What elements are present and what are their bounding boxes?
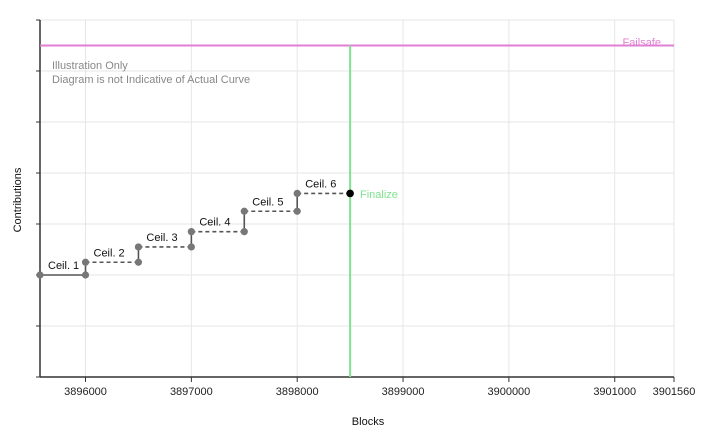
series-point-1 — [81, 271, 90, 279]
ceil-label-5: Ceil. 5 — [252, 196, 283, 208]
axes — [39, 20, 674, 378]
failsafe-label: Failsafe — [622, 37, 661, 49]
series-point-0 — [36, 271, 44, 279]
ticks: 3896000 3897000 3898000 3899000 3900000 39010… — [36, 19, 696, 398]
ceil-label-3: Ceil. 3 — [146, 232, 177, 244]
series-point-8 — [240, 207, 248, 215]
labels: Ceil. 1 Ceil. 2 Ceil. 3 Ceil. 4 Ceil. 5 Ceil.… — [48, 178, 336, 272]
series-point-4 — [134, 243, 143, 251]
annotation-line-2: Diagram is not Indicative of Actual Curv… — [52, 74, 250, 86]
grid — [40, 19, 675, 377]
ceil-label-2: Ceil. 2 — [94, 247, 125, 259]
finalize-point — [346, 189, 354, 198]
series-point-9 — [293, 207, 301, 215]
series-point-7 — [240, 228, 248, 236]
ceil-label-1: Ceil. 1 — [48, 260, 79, 272]
series-point-3 — [134, 258, 143, 266]
series — [36, 189, 354, 279]
x-tick-label-5: 3901000 — [593, 386, 636, 398]
series-point-6 — [187, 228, 195, 236]
finalize-label: Finalize — [360, 189, 398, 201]
x-tick-label-6: 3901560 — [653, 386, 696, 398]
ceil-label-4: Ceil. 4 — [199, 217, 230, 229]
ceil-label-6: Ceil. 6 — [305, 178, 336, 190]
series-point-10 — [293, 189, 301, 197]
series-point-2 — [81, 258, 90, 266]
series-point-5 — [187, 243, 195, 251]
x-tick-label-2: 3898000 — [276, 386, 319, 398]
reference-lines — [40, 44, 674, 377]
y-axis-title: Contributions — [12, 167, 24, 232]
x-axis-title: Blocks — [352, 416, 385, 428]
x-tick-label-4: 3900000 — [487, 386, 530, 398]
x-tick-label-0: 3896000 — [64, 386, 107, 398]
annotation-line-1: Illustration Only — [52, 60, 128, 72]
x-tick-label-3: 3899000 — [382, 386, 425, 398]
x-tick-label-1: 3897000 — [170, 386, 213, 398]
